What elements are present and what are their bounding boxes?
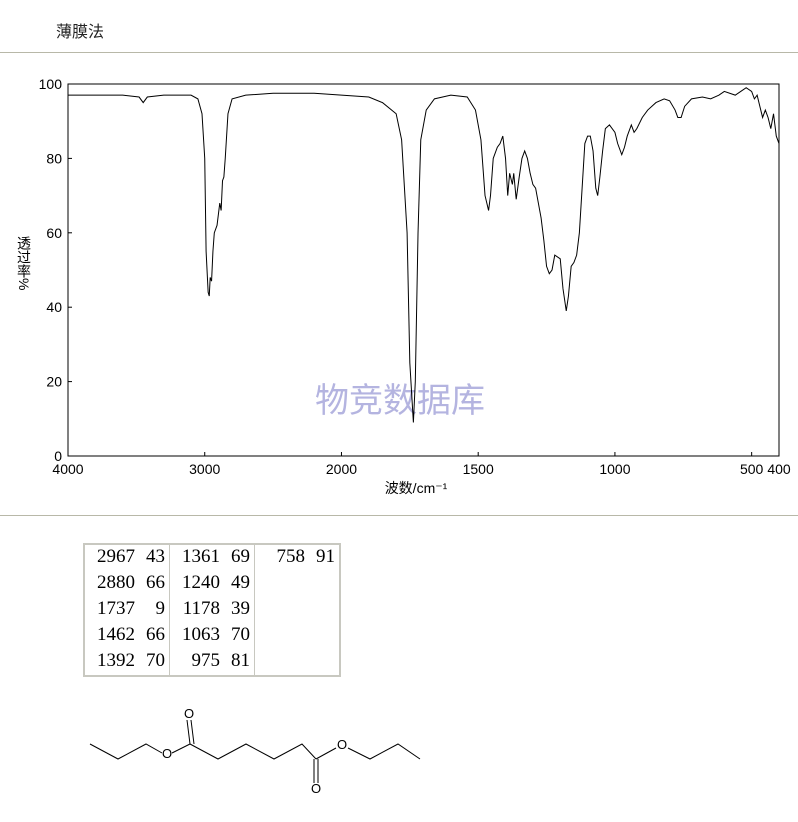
atom-labels: O O O O bbox=[162, 706, 347, 796]
molecule: O O O O bbox=[89, 706, 421, 796]
plot-frame bbox=[67, 83, 780, 457]
y-tick-label: 60 bbox=[46, 225, 62, 241]
atom-label: O bbox=[162, 746, 172, 761]
wavenumber: 758 bbox=[276, 546, 306, 567]
atom-label: O bbox=[337, 737, 347, 752]
y-tick-label: 100 bbox=[39, 76, 63, 92]
table-cell: 1392 70 bbox=[83, 649, 170, 676]
peak-table: 2967 43 1361 69 758 91 2880 66 1240 49 1737 9 1178 39… bbox=[83, 543, 341, 677]
x-tick-label: 500 bbox=[740, 461, 764, 477]
peak: 1178 39 bbox=[174, 598, 250, 620]
wavenumber: 1737 bbox=[97, 598, 135, 619]
intensity: 43 bbox=[146, 546, 165, 567]
x-tick-label: 3000 bbox=[189, 461, 220, 477]
wavenumber: 1063 bbox=[182, 624, 220, 645]
x-tick-label: 2000 bbox=[326, 461, 357, 477]
wavenumber: 2880 bbox=[97, 572, 135, 593]
y-tick-label: 80 bbox=[46, 150, 62, 166]
x-axis-label: 波数/cm⁻¹ bbox=[385, 480, 448, 496]
divider bbox=[0, 515, 798, 516]
table-row: 1392 70 975 81 bbox=[83, 649, 341, 676]
wavenumber: 2967 bbox=[97, 546, 135, 567]
intensity: 39 bbox=[231, 598, 250, 619]
peak: 2967 43 bbox=[89, 546, 165, 568]
wavenumber: 1361 bbox=[182, 546, 220, 567]
y-tick-label: 0 bbox=[54, 448, 62, 464]
watermark: 物竞数据库 bbox=[315, 382, 485, 420]
peak: 1240 49 bbox=[174, 572, 250, 594]
peak: 1361 69 bbox=[174, 546, 250, 568]
table-cell bbox=[254, 649, 341, 676]
atom-label: O bbox=[311, 781, 321, 796]
peak: 975 81 bbox=[174, 650, 251, 672]
intensity: 66 bbox=[146, 624, 165, 645]
table-cell: 2880 66 bbox=[83, 571, 170, 597]
intensity: 49 bbox=[231, 572, 250, 593]
wavenumber: 1240 bbox=[182, 572, 220, 593]
table-cell: 1063 70 bbox=[169, 623, 255, 649]
peak: 1462 66 bbox=[89, 624, 165, 646]
peak: 1737 9 bbox=[89, 598, 165, 620]
intensity: 9 bbox=[155, 598, 166, 619]
table-cell bbox=[254, 571, 341, 597]
y-tick-label: 40 bbox=[46, 299, 62, 315]
intensity: 81 bbox=[231, 650, 250, 671]
table-cell: 975 81 bbox=[169, 649, 255, 676]
peak: 1392 70 bbox=[89, 650, 165, 672]
table-cell bbox=[254, 597, 341, 623]
table-cell: 1462 66 bbox=[83, 623, 170, 649]
intensity: 70 bbox=[231, 624, 250, 645]
header-title: 薄膜法 bbox=[56, 22, 105, 41]
table-cell: 1737 9 bbox=[83, 597, 170, 623]
table-cell: 758 91 bbox=[254, 544, 341, 571]
x-tick-label: 400 bbox=[767, 461, 791, 477]
table-cell: 1240 49 bbox=[169, 571, 255, 597]
divider bbox=[0, 52, 798, 53]
table-row: 2967 43 1361 69 758 91 bbox=[83, 544, 341, 571]
y-axis-label: 透过率% bbox=[16, 236, 32, 290]
intensity: 70 bbox=[146, 650, 165, 671]
peak: 2880 66 bbox=[89, 572, 165, 594]
chart: 物竞数据库 0 20 40 60 80 100 4000 3000 2000 1500 1000 500… bbox=[16, 76, 791, 496]
wavenumber: 1462 bbox=[97, 624, 135, 645]
wavenumber: 975 bbox=[191, 650, 221, 671]
intensity: 69 bbox=[231, 546, 250, 567]
x-tick-label: 1500 bbox=[463, 461, 494, 477]
wavenumber: 1178 bbox=[182, 598, 220, 619]
peak: 1063 70 bbox=[174, 624, 250, 646]
atom-label: O bbox=[184, 706, 194, 721]
spectrum-line bbox=[68, 87, 780, 423]
table-cell: 1178 39 bbox=[169, 597, 255, 623]
table-cell bbox=[254, 623, 341, 649]
x-tick-label: 4000 bbox=[52, 461, 83, 477]
table-cell: 2967 43 bbox=[83, 544, 170, 571]
intensity: 66 bbox=[146, 572, 165, 593]
intensity: 91 bbox=[316, 546, 335, 567]
peak: 758 91 bbox=[259, 546, 336, 568]
bonds bbox=[89, 719, 421, 783]
table-row: 1737 9 1178 39 bbox=[83, 597, 341, 623]
table-cell: 1361 69 bbox=[169, 544, 255, 571]
y-tick-label: 20 bbox=[46, 374, 62, 390]
x-tick-label: 1000 bbox=[599, 461, 630, 477]
wavenumber: 1392 bbox=[97, 650, 135, 671]
table-row: 1462 66 1063 70 bbox=[83, 623, 341, 649]
table-row: 2880 66 1240 49 bbox=[83, 571, 341, 597]
